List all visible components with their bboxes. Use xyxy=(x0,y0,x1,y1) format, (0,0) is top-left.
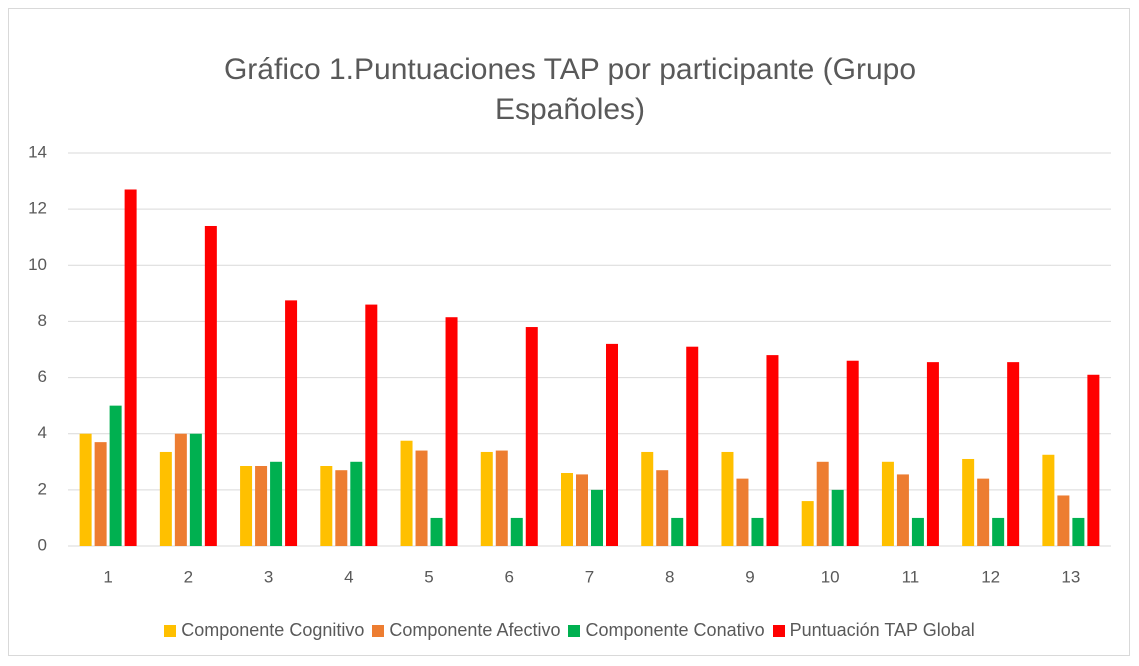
y-tick-label: 4 xyxy=(38,423,47,442)
bar xyxy=(109,405,122,546)
bar xyxy=(240,465,253,546)
legend-swatch xyxy=(164,624,177,637)
bar xyxy=(992,517,1005,546)
chart-title: Gráfico 1.Puntuaciones TAP por participa… xyxy=(223,53,917,126)
bar xyxy=(671,517,684,546)
bar xyxy=(350,461,363,546)
bar xyxy=(320,465,333,546)
legend-label: Componente Conativo xyxy=(585,620,765,640)
bar xyxy=(510,517,523,546)
bar xyxy=(816,461,829,546)
bar xyxy=(1057,495,1070,546)
x-tick-label: 10 xyxy=(821,567,840,586)
bar xyxy=(911,517,924,546)
legend-item: Componente Conativo xyxy=(568,620,765,641)
x-tick-label: 11 xyxy=(902,567,920,586)
legend-label: Puntuación TAP Global xyxy=(789,620,975,640)
y-tick-label: 6 xyxy=(38,367,47,386)
bar xyxy=(736,478,749,546)
bar xyxy=(189,433,202,546)
bar xyxy=(831,489,844,546)
bar xyxy=(335,470,348,546)
x-tick-label: 8 xyxy=(665,567,674,586)
bar xyxy=(94,442,107,546)
bar xyxy=(480,451,493,546)
bar xyxy=(255,465,268,546)
bar xyxy=(400,440,413,546)
legend-item: Puntuación TAP Global xyxy=(772,620,975,641)
legend-item: Componente Afectivo xyxy=(372,620,560,641)
y-tick-label: 8 xyxy=(38,311,47,330)
legend: Componente Cognitivo Componente Afectivo C… xyxy=(0,620,1139,641)
x-tick-label: 13 xyxy=(1061,567,1080,586)
chart-frame xyxy=(8,8,1130,656)
bar xyxy=(686,346,699,546)
y-tick-label: 2 xyxy=(38,479,47,498)
legend-label: Componente Cognitivo xyxy=(181,620,365,640)
x-tick-label: 1 xyxy=(103,567,112,586)
bar xyxy=(445,317,458,546)
bar xyxy=(1042,454,1055,546)
bar xyxy=(1087,374,1100,546)
x-tick-label: 4 xyxy=(344,567,353,586)
bar xyxy=(79,433,92,546)
bar xyxy=(881,461,894,546)
legend-item: Componente Cognitivo xyxy=(164,620,364,641)
y-tick-label: 10 xyxy=(28,255,47,274)
bar xyxy=(977,478,990,546)
bar xyxy=(766,355,779,546)
bar xyxy=(801,501,814,546)
bar xyxy=(751,517,764,546)
bar xyxy=(285,300,298,546)
bar xyxy=(495,450,508,546)
bar xyxy=(576,474,588,546)
x-tick-label: 7 xyxy=(585,567,594,586)
bar xyxy=(926,362,939,546)
bar xyxy=(606,343,618,546)
legend-swatch xyxy=(772,624,785,637)
bar xyxy=(721,451,734,546)
bar xyxy=(430,517,443,546)
bar xyxy=(1072,517,1085,546)
bar xyxy=(204,225,217,546)
bar xyxy=(159,451,172,546)
y-tick-label: 12 xyxy=(28,199,47,218)
bar xyxy=(124,189,137,546)
legend-swatch xyxy=(568,624,581,637)
x-tick-label: 12 xyxy=(981,567,1000,586)
y-tick-label: 0 xyxy=(38,535,47,554)
bar xyxy=(525,327,538,546)
x-tick-label: 5 xyxy=(424,567,433,586)
bar xyxy=(365,304,378,546)
bar xyxy=(591,489,603,546)
x-tick-label: 6 xyxy=(505,567,514,586)
legend-swatch xyxy=(372,624,385,637)
bar xyxy=(561,473,573,546)
bar xyxy=(641,451,654,546)
x-tick-label: 2 xyxy=(184,567,193,586)
x-tick-label: 9 xyxy=(745,567,754,586)
bar xyxy=(962,458,975,546)
bar xyxy=(896,474,909,546)
legend-label: Componente Afectivo xyxy=(389,620,561,640)
bar xyxy=(656,470,669,546)
x-tick-label: 3 xyxy=(264,567,273,586)
bar xyxy=(846,360,859,546)
bar xyxy=(415,450,428,546)
bar xyxy=(1007,362,1020,546)
y-tick-label: 14 xyxy=(28,142,47,161)
bar xyxy=(270,461,283,546)
bar xyxy=(174,433,187,546)
